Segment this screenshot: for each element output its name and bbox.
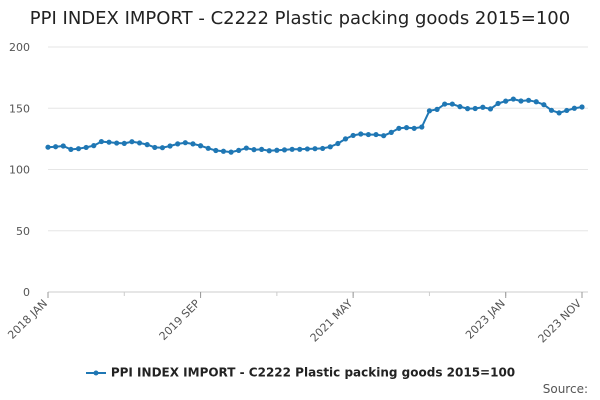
data-point[interactable]	[136, 140, 143, 146]
series-group	[45, 96, 585, 155]
data-point[interactable]	[98, 138, 104, 145]
data-point[interactable]	[297, 146, 303, 152]
data-point[interactable]	[518, 98, 524, 104]
data-point[interactable]	[503, 98, 509, 104]
data-point[interactable]	[541, 102, 547, 108]
x-axis: 2018 JAN 2019 SEP 2021 MAY 2023 JAN 2023 NOV	[5, 292, 584, 346]
data-point[interactable]	[274, 147, 280, 153]
data-point[interactable]	[403, 125, 410, 131]
data-point[interactable]	[365, 131, 371, 138]
data-point[interactable]	[556, 110, 562, 116]
data-point[interactable]	[60, 143, 66, 149]
data-point[interactable]	[220, 148, 227, 154]
data-point[interactable]	[45, 144, 51, 150]
data-point[interactable]	[335, 140, 341, 147]
data-point[interactable]	[251, 147, 257, 153]
data-point[interactable]	[167, 143, 173, 149]
data-point[interactable]	[159, 145, 166, 151]
data-point[interactable]	[434, 106, 440, 112]
data-point[interactable]	[495, 100, 501, 107]
data-point[interactable]	[396, 125, 402, 131]
data-point[interactable]	[312, 146, 318, 152]
x-tick-label: 2021 MAY	[308, 297, 356, 345]
data-point[interactable]	[457, 104, 463, 110]
data-point[interactable]	[144, 142, 150, 148]
data-point[interactable]	[342, 136, 349, 142]
y-axis: 0 50 100 150 200	[9, 41, 30, 299]
data-point[interactable]	[358, 131, 364, 137]
data-point[interactable]	[190, 141, 196, 147]
data-point[interactable]	[426, 108, 433, 114]
data-point[interactable]	[289, 146, 295, 152]
data-point[interactable]	[533, 99, 539, 105]
data-point[interactable]	[175, 141, 181, 147]
data-point[interactable]	[464, 106, 471, 112]
data-point[interactable]	[350, 132, 356, 139]
data-point[interactable]	[121, 140, 127, 147]
data-point[interactable]	[228, 149, 234, 155]
data-point[interactable]	[526, 97, 532, 103]
chart-title: PPI INDEX IMPORT - C2222 Plastic packing…	[29, 8, 571, 29]
x-tick-label: 2019 SEP	[157, 297, 203, 343]
data-point[interactable]	[571, 105, 577, 111]
data-point[interactable]	[91, 143, 97, 149]
data-point[interactable]	[472, 105, 478, 112]
data-point[interactable]	[419, 124, 425, 130]
source-label: Source:	[542, 382, 588, 396]
data-point[interactable]	[411, 125, 417, 131]
data-point[interactable]	[152, 144, 158, 151]
data-point[interactable]	[281, 147, 288, 153]
data-point[interactable]	[320, 145, 326, 152]
data-point[interactable]	[53, 144, 59, 150]
data-point[interactable]	[75, 146, 82, 152]
data-point[interactable]	[266, 148, 272, 154]
data-point[interactable]	[259, 146, 265, 153]
data-point[interactable]	[129, 139, 135, 145]
data-point[interactable]	[182, 140, 188, 146]
data-point[interactable]	[564, 107, 570, 114]
data-point[interactable]	[381, 133, 387, 139]
data-point[interactable]	[304, 146, 310, 152]
data-point[interactable]	[388, 129, 394, 135]
legend-line-icon	[85, 370, 106, 375]
x-tick-label: 2018 JAN	[5, 297, 50, 342]
data-point[interactable]	[442, 101, 448, 107]
data-point[interactable]	[548, 107, 555, 113]
data-point[interactable]	[243, 145, 249, 151]
legend[interactable]: PPI INDEX IMPORT - C2222 Plastic packing…	[0, 365, 600, 380]
data-point[interactable]	[236, 147, 242, 153]
x-tick-label: 2023 JAN	[463, 297, 508, 342]
y-tick-label: 0	[23, 286, 30, 299]
data-point[interactable]	[106, 139, 112, 145]
data-point[interactable]	[480, 104, 486, 110]
gridlines	[48, 46, 588, 293]
data-point[interactable]	[327, 144, 333, 150]
data-point[interactable]	[68, 146, 74, 153]
data-point[interactable]	[373, 131, 379, 138]
data-point[interactable]	[83, 144, 89, 151]
y-tick-label: 100	[9, 164, 30, 177]
x-tick-label: 2023 NOV	[536, 297, 585, 346]
legend-label: PPI INDEX IMPORT - C2222 Plastic packing…	[110, 365, 516, 380]
series-line	[47, 98, 583, 154]
y-tick-label: 150	[9, 102, 30, 115]
data-point[interactable]	[510, 96, 516, 102]
data-point[interactable]	[197, 143, 204, 149]
y-tick-label: 50	[16, 225, 30, 238]
data-point[interactable]	[579, 104, 585, 110]
y-tick-label: 200	[9, 41, 30, 54]
data-point[interactable]	[114, 140, 120, 146]
data-point[interactable]	[487, 106, 494, 112]
data-point[interactable]	[213, 147, 219, 154]
data-point[interactable]	[449, 101, 455, 107]
data-point[interactable]	[205, 145, 211, 151]
